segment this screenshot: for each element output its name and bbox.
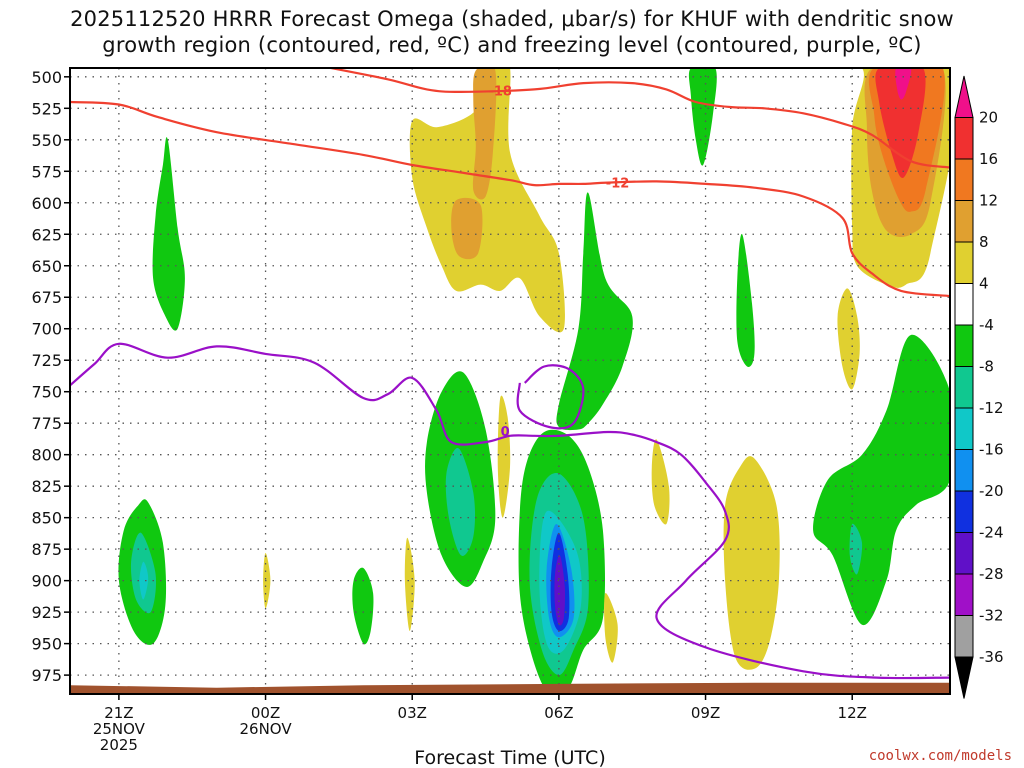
colorbar-swatch-7 bbox=[954, 366, 974, 409]
y-tick-label-675: 675 bbox=[31, 288, 62, 307]
colorbar-label--4: -4 bbox=[979, 316, 994, 334]
x-tick-label-03Z: 03Z bbox=[398, 704, 427, 722]
omega-region-green-small-left bbox=[352, 567, 374, 645]
omega-region-cyan-lower-left bbox=[139, 561, 149, 600]
omega-region-teal-right bbox=[849, 523, 863, 575]
freezing-contour-0-line bbox=[70, 342, 950, 680]
colorbar-label-20: 20 bbox=[979, 109, 998, 127]
omega-region-yellow-right-lower bbox=[723, 456, 780, 670]
x-tick-label-09Z: 09Z bbox=[691, 704, 720, 722]
x-tick-label-25NOV: 25NOV bbox=[93, 720, 146, 738]
omega-region-yellow-tiny-1 bbox=[497, 395, 511, 518]
y-tick-label-775: 775 bbox=[31, 414, 62, 433]
ground-surface bbox=[70, 682, 950, 694]
omega-region-magenta-top-right bbox=[895, 68, 912, 100]
omega-region-yellow-tiny-3 bbox=[404, 537, 415, 631]
y-tick-label-575: 575 bbox=[31, 162, 62, 181]
omega-region-orange-blob-lower bbox=[451, 197, 483, 260]
dsgz-contour-0-label: -18 bbox=[488, 85, 512, 100]
colorbar-swatch-6 bbox=[954, 324, 974, 367]
plot-frame bbox=[69, 67, 951, 695]
colorbar-label--36: -36 bbox=[979, 648, 1004, 666]
omega-region-purple-main bbox=[554, 555, 566, 626]
dsgz-contour-1-line bbox=[70, 100, 950, 298]
x-tick-label-26NOV: 26NOV bbox=[239, 720, 292, 738]
x-tick-label-21Z: 21Z bbox=[104, 704, 133, 722]
y-tick-label-500: 500 bbox=[31, 68, 62, 87]
omega-region-green-small-mid bbox=[736, 233, 755, 368]
y-tick-label-850: 850 bbox=[31, 509, 62, 528]
y-tick-label-700: 700 bbox=[31, 320, 62, 339]
y-tick-label-900: 900 bbox=[31, 572, 62, 591]
y-tick-label-600: 600 bbox=[31, 194, 62, 213]
colorbar-label-12: 12 bbox=[979, 192, 998, 210]
dsgz-contour-1-label: -12 bbox=[606, 177, 630, 192]
omega-region-green-thin-strip bbox=[556, 192, 633, 431]
y-tick-label-825: 825 bbox=[31, 477, 62, 496]
omega-region-yellow-tiny-4 bbox=[651, 439, 670, 525]
colorbar-label--28: -28 bbox=[979, 565, 1004, 583]
y-tick-label-550: 550 bbox=[31, 131, 62, 150]
colorbar-label-16: 16 bbox=[979, 150, 998, 168]
omega-shading-layer bbox=[118, 68, 950, 694]
freezing-contour-1-line bbox=[516, 364, 585, 430]
contour-layer: -18 -12 0 bbox=[70, 68, 950, 680]
colorbar: 20 16 12 8 4 -4 -8 -12 -16 -20 -24 -28 -32 -36 bbox=[954, 75, 1004, 699]
colorbar-swatch-10 bbox=[954, 490, 974, 533]
x-tick-label-00Z: 00Z bbox=[251, 704, 280, 722]
credit-link[interactable]: coolwx.com/models bbox=[869, 748, 1012, 764]
omega-region-red-upper-right bbox=[875, 68, 926, 178]
colorbar-swatch-2 bbox=[954, 158, 974, 201]
colorbar-swatch-3 bbox=[954, 200, 974, 243]
colorbar-swatch-9 bbox=[954, 449, 974, 492]
y-tick-label-925: 925 bbox=[31, 603, 62, 622]
colorbar-label-8: 8 bbox=[979, 233, 989, 251]
colorbar-label--12: -12 bbox=[979, 399, 1004, 417]
y-tick-label-800: 800 bbox=[31, 446, 62, 465]
axes-layer: 500 525 550 575 600 625 650 675 700 725 750 775 800 8… bbox=[31, 68, 866, 754]
chart-title-line1: 2025112520 HRRR Forecast Omega (shaded, … bbox=[70, 7, 954, 31]
ground-layer bbox=[70, 682, 950, 694]
colorbar-swatch-4 bbox=[954, 241, 974, 284]
omega-region-yellow-plume-mid bbox=[409, 68, 565, 333]
y-tick-label-875: 875 bbox=[31, 540, 62, 559]
y-tick-label-525: 525 bbox=[31, 99, 62, 118]
y-tick-label-750: 750 bbox=[31, 383, 62, 402]
colorbar-swatch-11 bbox=[954, 532, 974, 575]
omega-region-teal-center-left bbox=[445, 448, 476, 556]
colorbar-label--20: -20 bbox=[979, 482, 1004, 500]
dsgz-contour-0-line bbox=[325, 68, 950, 169]
colorbar-swatch-5 bbox=[954, 283, 974, 326]
y-tick-label-725: 725 bbox=[31, 351, 62, 370]
colorbar-top-arrow bbox=[954, 75, 974, 118]
x-tick-label-2025: 2025 bbox=[100, 736, 138, 754]
colorbar-swatch-12 bbox=[954, 573, 974, 616]
colorbar-label-4: 4 bbox=[979, 275, 989, 293]
colorbar-label--32: -32 bbox=[979, 607, 1004, 625]
y-tick-label-950: 950 bbox=[31, 635, 62, 654]
colorbar-swatch-1 bbox=[954, 117, 974, 160]
omega-region-orange-blob-upper bbox=[472, 68, 497, 200]
colorbar-bottom-arrow bbox=[954, 656, 974, 699]
colorbar-label--8: -8 bbox=[979, 358, 994, 376]
omega-region-green-right bbox=[813, 334, 950, 625]
colorbar-swatch-8 bbox=[954, 407, 974, 450]
y-tick-label-975: 975 bbox=[31, 666, 62, 685]
colorbar-swatch-13 bbox=[954, 615, 974, 658]
freezing-contour-0-label: 0 bbox=[501, 425, 510, 440]
y-tick-label-650: 650 bbox=[31, 257, 62, 276]
colorbar-label--16: -16 bbox=[979, 441, 1004, 459]
x-tick-label-06Z: 06Z bbox=[544, 704, 573, 722]
x-tick-label-12Z: 12Z bbox=[838, 704, 867, 722]
chart-title-line2: growth region (contoured, red, ºC) and f… bbox=[102, 33, 922, 57]
x-axis-title: Forecast Time (UTC) bbox=[414, 747, 605, 768]
colorbar-label--24: -24 bbox=[979, 524, 1004, 542]
y-tick-label-625: 625 bbox=[31, 225, 62, 244]
omega-region-yellow-tiny-5 bbox=[604, 593, 618, 663]
omega-region-yellow-small-right bbox=[837, 288, 860, 390]
omega-region-yellow-tiny-2 bbox=[263, 552, 271, 609]
omega-region-green-upper-center bbox=[688, 68, 717, 166]
